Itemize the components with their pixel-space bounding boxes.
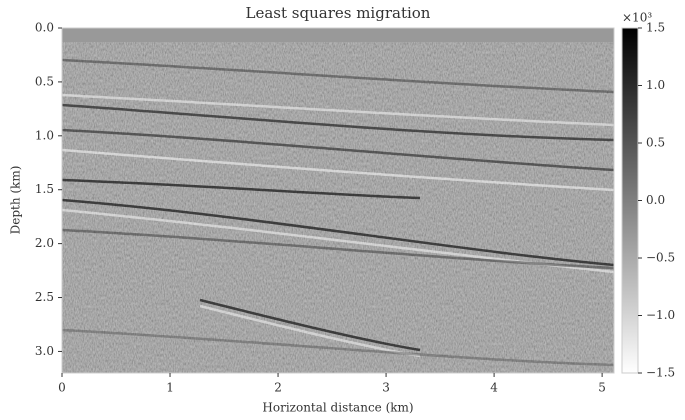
y-tick-label: 1.5	[35, 182, 54, 196]
x-tick-label: 0	[58, 381, 66, 395]
x-tick-label: 4	[490, 381, 498, 395]
colorbar-tick-label: 0.0	[646, 193, 665, 207]
y-tick-label: 2.5	[35, 290, 54, 304]
reflectors	[62, 58, 614, 367]
x-tick-label: 2	[274, 381, 282, 395]
colorbar-tick-label: 1.5	[646, 21, 665, 35]
colorbar-tick-label: −1.5	[646, 366, 675, 380]
chart-title: Least squares migration	[246, 4, 431, 22]
image-texture	[62, 28, 614, 373]
y-tick-label: 0.0	[35, 21, 54, 35]
plot-frame	[61, 27, 615, 374]
y-tick-label: 3.0	[35, 344, 54, 358]
x-tick-label: 3	[382, 381, 390, 395]
y-tick-label: 1.0	[35, 128, 54, 142]
colorbar-tick-label: 1.0	[646, 78, 665, 92]
colorbar	[621, 27, 639, 374]
x-tick-label: 1	[166, 381, 174, 395]
colorbar-scale: ×10³	[622, 11, 652, 25]
y-tick-label: 2.0	[35, 236, 54, 250]
water-layer	[62, 28, 614, 42]
colorbar-tick-label: −0.5	[646, 251, 675, 265]
y-axis-label: Depth (km)	[9, 166, 23, 235]
y-tick-label: 0.5	[35, 74, 54, 88]
colorbar-tick-label: −1.0	[646, 308, 675, 322]
seismic-image	[62, 28, 614, 373]
x-axis-label: Horizontal distance (km)	[262, 401, 413, 415]
x-tick-label: 5	[598, 381, 606, 395]
colorbar-tick-label: 0.5	[646, 136, 665, 150]
